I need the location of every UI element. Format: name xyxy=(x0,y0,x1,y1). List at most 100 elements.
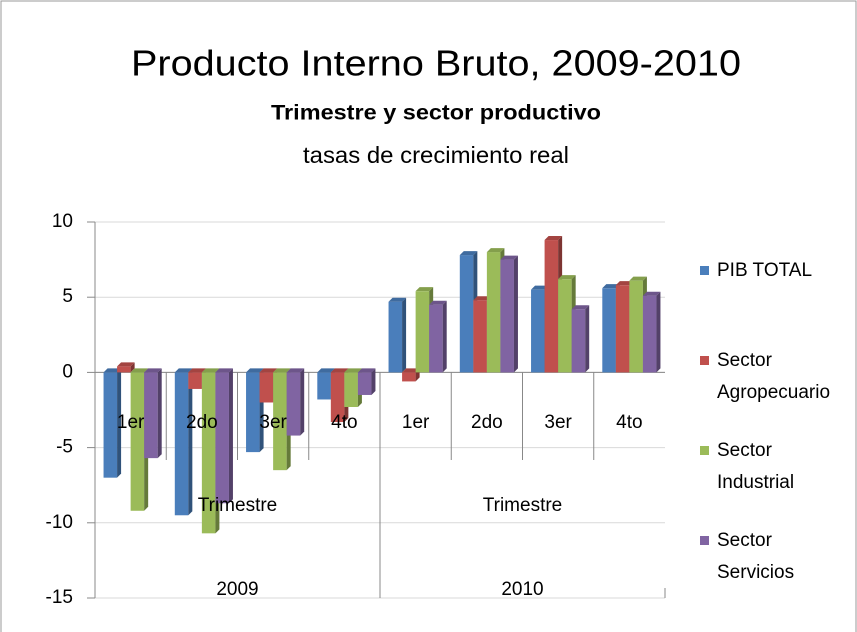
legend-swatch xyxy=(700,356,709,365)
bar-face xyxy=(388,301,403,373)
bar-face xyxy=(201,372,216,534)
bar-face xyxy=(500,259,514,373)
year-label: 2009 xyxy=(216,579,258,600)
bar-side xyxy=(402,297,407,373)
legend-swatch xyxy=(700,446,709,455)
bar-face xyxy=(174,372,189,516)
bar-top xyxy=(357,368,376,373)
y-tick-label: 5 xyxy=(62,286,73,307)
bar-face xyxy=(103,372,118,478)
bar-top xyxy=(544,236,563,241)
x-tick-label: 3er xyxy=(544,412,572,433)
x-tick-label: 3er xyxy=(259,412,287,433)
bar-side xyxy=(585,305,590,373)
bar xyxy=(642,291,661,373)
bar-face xyxy=(531,289,545,373)
legend-label: Sector Industrial xyxy=(717,440,795,493)
bar-top xyxy=(246,368,264,373)
bar-face xyxy=(344,372,358,407)
y-tick-label: -5 xyxy=(56,437,73,458)
bar-face xyxy=(415,291,430,373)
y-tick-label: -10 xyxy=(46,512,73,533)
y-tick-label: -15 xyxy=(46,587,73,608)
bar-side xyxy=(130,362,135,373)
bar-face xyxy=(130,372,145,511)
bar xyxy=(174,368,193,516)
bar-face xyxy=(117,366,131,373)
year-label: 2010 xyxy=(501,579,543,600)
bar-side xyxy=(228,368,233,504)
legend-swatch xyxy=(700,536,709,545)
bar-top xyxy=(429,300,447,305)
bar-face xyxy=(558,279,572,373)
bar-top xyxy=(330,368,349,373)
bar-top xyxy=(388,297,407,302)
legend-entry: Sector Servicios xyxy=(700,525,830,589)
group-label: Trimestre xyxy=(483,495,563,516)
bar-face xyxy=(259,372,274,403)
legend-label: Sector Servicios xyxy=(717,530,795,583)
bar-top xyxy=(103,368,122,373)
bar-face xyxy=(357,372,372,395)
bar-face xyxy=(473,300,487,373)
bar xyxy=(117,362,135,373)
bar xyxy=(571,305,590,373)
bar-face xyxy=(330,372,345,423)
bar-face xyxy=(602,288,616,373)
bar xyxy=(286,368,305,436)
bar-top xyxy=(500,255,518,260)
x-tick-label: 2do xyxy=(471,412,503,433)
chart-subtitle: Trimestre y sector productivo xyxy=(271,102,601,125)
x-tick-label: 1er xyxy=(402,412,430,433)
bar-top xyxy=(174,368,193,373)
bar-face xyxy=(642,295,657,373)
bar-side xyxy=(188,368,193,516)
bar xyxy=(388,297,407,373)
bar-side xyxy=(656,291,661,373)
x-tick-label: 1er xyxy=(117,412,145,433)
bar-top xyxy=(117,362,135,367)
bar-face xyxy=(402,372,416,382)
bar-face xyxy=(459,255,474,373)
x-tick-label: 2do xyxy=(186,412,218,433)
bar xyxy=(103,368,122,478)
bar-top xyxy=(130,368,149,373)
bar-face xyxy=(144,372,158,459)
bar-top xyxy=(531,285,549,290)
bar-top xyxy=(144,368,162,373)
bar xyxy=(500,255,518,373)
bar-face xyxy=(571,309,586,373)
bar-top xyxy=(486,248,505,253)
bar-face xyxy=(215,372,229,504)
bar-face xyxy=(273,372,287,471)
legend-label: Sector Agropecuario xyxy=(717,350,831,403)
chart-note: tasas de crecimiento real xyxy=(303,142,569,168)
bar xyxy=(429,300,447,373)
legend-label: PIB TOTAL xyxy=(717,260,813,281)
bar-top xyxy=(273,368,291,373)
bar-top xyxy=(317,368,335,373)
bar xyxy=(357,368,376,395)
bar-face xyxy=(615,285,630,373)
bar-top xyxy=(344,368,362,373)
chart-title: Producto Interno Bruto, 2009-2010 xyxy=(131,43,741,84)
bar xyxy=(144,368,162,459)
bar-top xyxy=(259,368,278,373)
bar-top xyxy=(215,368,233,373)
bar-face xyxy=(286,372,301,436)
bar-top xyxy=(615,281,634,286)
bar-top xyxy=(629,276,647,281)
legend-entry: Sector Industrial xyxy=(700,435,830,499)
bar-side xyxy=(371,368,376,395)
bar-top xyxy=(286,368,305,373)
x-tick-label: 4to xyxy=(331,412,357,433)
bar-top xyxy=(558,275,576,280)
bar-top xyxy=(571,305,590,310)
bar-side xyxy=(157,368,162,459)
bar-top xyxy=(201,368,220,373)
legend-entry: Sector Agropecuario xyxy=(700,345,830,409)
bar-top xyxy=(602,284,620,289)
bar-top xyxy=(642,291,661,296)
